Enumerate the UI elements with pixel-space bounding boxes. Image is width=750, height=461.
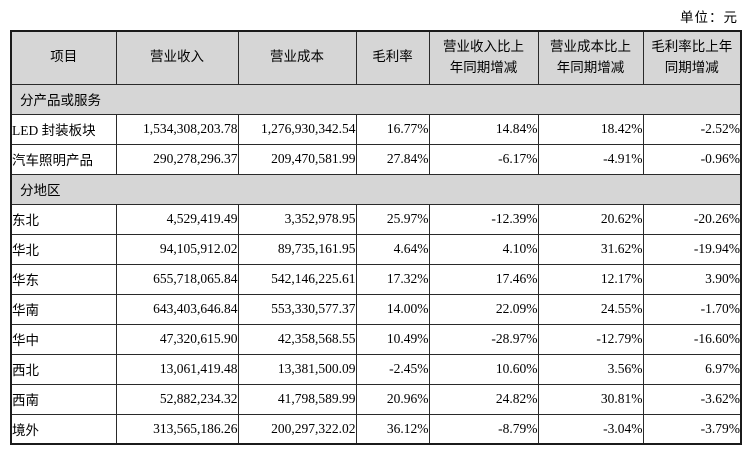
value-cell: 42,358,568.55: [237, 323, 357, 355]
row-label-cell: 华东: [10, 263, 117, 295]
value-cell: 20.96%: [355, 383, 430, 415]
column-header-cost-yoy: 营业成本比上 年同期增减: [537, 30, 644, 85]
table-row: 华南 643,403,646.84 553,330,577.37 14.00% 22.0…: [10, 293, 742, 325]
value-cell: 4.64%: [355, 233, 430, 265]
value-cell: -2.45%: [355, 353, 430, 385]
row-label-cell: 华中: [10, 323, 117, 355]
value-cell: 16.77%: [355, 113, 430, 145]
table-row: 汽车照明产品 290,278,296.37 209,470,581.99 27.84%…: [10, 143, 742, 175]
value-cell: 17.46%: [428, 263, 539, 295]
value-cell: 25.97%: [355, 203, 430, 235]
row-label-cell: 华南: [10, 293, 117, 325]
value-cell: -12.39%: [428, 203, 539, 235]
column-header-revenue: 营业收入: [115, 30, 239, 85]
column-header-cost: 营业成本: [237, 30, 357, 85]
value-cell: 14.00%: [355, 293, 430, 325]
row-label-cell: 汽车照明产品: [10, 143, 117, 175]
value-cell: -3.62%: [642, 383, 742, 415]
value-cell: 313,565,186.26: [115, 413, 239, 445]
table-row: 华中 47,320,615.90 42,358,568.55 10.49% -28.97…: [10, 323, 742, 355]
table-row: 华北 94,105,912.02 89,735,161.95 4.64% 4.10% 31…: [10, 233, 742, 265]
value-cell: -6.17%: [428, 143, 539, 175]
segment-financial-table: 项目 营业收入 营业成本 毛利率 营业收入比上 年同期增减 营业成本比上 年同期…: [10, 30, 742, 445]
value-cell: 89,735,161.95: [237, 233, 357, 265]
value-cell: 20.62%: [537, 203, 644, 235]
value-cell: -2.52%: [642, 113, 742, 145]
row-label-cell: 西南: [10, 383, 117, 415]
value-cell: 10.60%: [428, 353, 539, 385]
value-cell: -8.79%: [428, 413, 539, 445]
table-row: LED 封装板块 1,534,308,203.78 1,276,930,342.54…: [10, 113, 742, 145]
value-cell: 47,320,615.90: [115, 323, 239, 355]
column-header-margin: 毛利率: [355, 30, 430, 85]
table-body: 分产品或服务 LED 封装板块 1,534,308,203.78 1,276,930,…: [10, 83, 742, 445]
value-cell: 31.62%: [537, 233, 644, 265]
value-cell: 553,330,577.37: [237, 293, 357, 325]
value-cell: 1,534,308,203.78: [115, 113, 239, 145]
value-cell: -3.04%: [537, 413, 644, 445]
value-cell: 27.84%: [355, 143, 430, 175]
table-row: 西南 52,882,234.32 41,798,589.99 20.96% 24.82%…: [10, 383, 742, 415]
value-cell: -1.70%: [642, 293, 742, 325]
section-header-label: 分产品或服务: [10, 83, 742, 115]
row-label-cell: 东北: [10, 203, 117, 235]
table-row: 境外 313,565,186.26 200,297,322.02 36.12% -8.7…: [10, 413, 742, 445]
column-header-item: 项目: [10, 30, 117, 85]
row-label-cell: 华北: [10, 233, 117, 265]
value-cell: 290,278,296.37: [115, 143, 239, 175]
value-cell: -20.26%: [642, 203, 742, 235]
value-cell: -12.79%: [537, 323, 644, 355]
value-cell: -19.94%: [642, 233, 742, 265]
value-cell: 200,297,322.02: [237, 413, 357, 445]
value-cell: 36.12%: [355, 413, 430, 445]
value-cell: 41,798,589.99: [237, 383, 357, 415]
row-label-cell: 西北: [10, 353, 117, 385]
column-header-margin-yoy: 毛利率比上年 同期增减: [642, 30, 742, 85]
table-header: 项目 营业收入 营业成本 毛利率 营业收入比上 年同期增减 营业成本比上 年同期…: [10, 30, 742, 85]
value-cell: 24.55%: [537, 293, 644, 325]
value-cell: -4.91%: [537, 143, 644, 175]
value-cell: 22.09%: [428, 293, 539, 325]
value-cell: 17.32%: [355, 263, 430, 295]
value-cell: 4.10%: [428, 233, 539, 265]
value-cell: -0.96%: [642, 143, 742, 175]
value-cell: -3.79%: [642, 413, 742, 445]
row-label-cell: LED 封装板块: [10, 113, 117, 145]
value-cell: 12.17%: [537, 263, 644, 295]
value-cell: 13,061,419.48: [115, 353, 239, 385]
header-row: 项目 营业收入 营业成本 毛利率 营业收入比上 年同期增减 营业成本比上 年同期…: [10, 30, 742, 85]
section-header-row: 分地区: [10, 173, 742, 205]
value-cell: 94,105,912.02: [115, 233, 239, 265]
unit-label: 单位：元: [680, 10, 738, 25]
table-row: 东北 4,529,419.49 3,352,978.95 25.97% -12.39% 2…: [10, 203, 742, 235]
table-row: 西北 13,061,419.48 13,381,500.09 -2.45% 10.60%…: [10, 353, 742, 385]
section-header-row: 分产品或服务: [10, 83, 742, 115]
row-label-cell: 境外: [10, 413, 117, 445]
value-cell: 30.81%: [537, 383, 644, 415]
value-cell: 3.56%: [537, 353, 644, 385]
value-cell: -28.97%: [428, 323, 539, 355]
value-cell: 6.97%: [642, 353, 742, 385]
value-cell: 643,403,646.84: [115, 293, 239, 325]
column-header-revenue-yoy: 营业收入比上 年同期增减: [428, 30, 539, 85]
value-cell: -16.60%: [642, 323, 742, 355]
value-cell: 4,529,419.49: [115, 203, 239, 235]
value-cell: 18.42%: [537, 113, 644, 145]
value-cell: 24.82%: [428, 383, 539, 415]
value-cell: 209,470,581.99: [237, 143, 357, 175]
value-cell: 655,718,065.84: [115, 263, 239, 295]
section-header-label: 分地区: [10, 173, 742, 205]
value-cell: 14.84%: [428, 113, 539, 145]
table-row: 华东 655,718,065.84 542,146,225.61 17.32% 17.4…: [10, 263, 742, 295]
value-cell: 13,381,500.09: [237, 353, 357, 385]
value-cell: 3.90%: [642, 263, 742, 295]
value-cell: 10.49%: [355, 323, 430, 355]
value-cell: 52,882,234.32: [115, 383, 239, 415]
value-cell: 542,146,225.61: [237, 263, 357, 295]
value-cell: 1,276,930,342.54: [237, 113, 357, 145]
value-cell: 3,352,978.95: [237, 203, 357, 235]
